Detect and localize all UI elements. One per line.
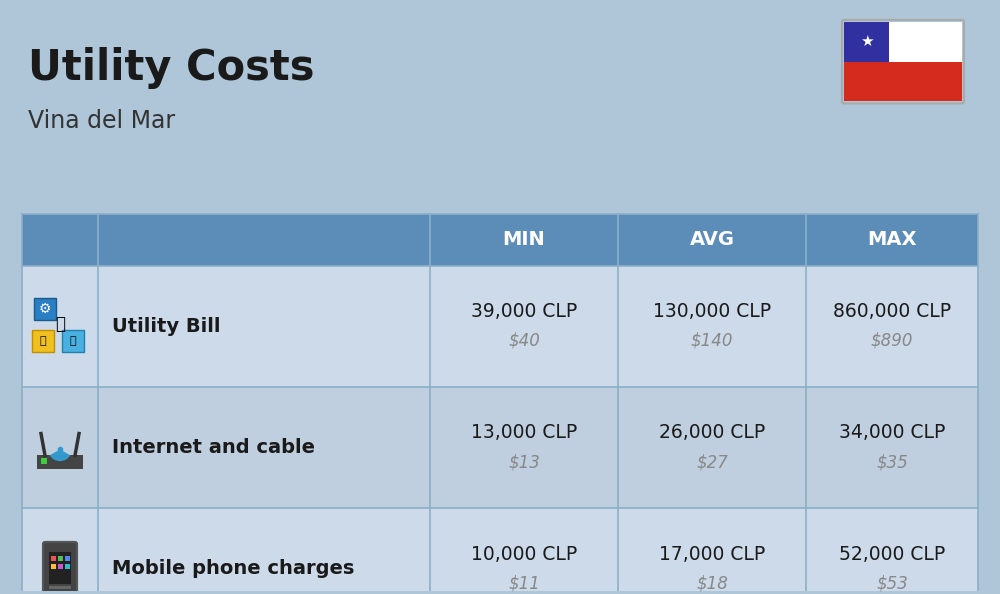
Bar [22, 508, 978, 594]
Text: ★: ★ [860, 34, 873, 49]
Text: $13: $13 [508, 453, 540, 471]
Text: $18: $18 [696, 574, 728, 592]
Text: $140: $140 [691, 331, 733, 350]
Text: ⚙: ⚙ [39, 302, 51, 316]
Bar [844, 22, 889, 62]
Bar [49, 552, 71, 584]
Text: 🧑: 🧑 [55, 315, 65, 333]
Text: Internet and cable: Internet and cable [112, 438, 315, 457]
Text: 39,000 CLP: 39,000 CLP [471, 302, 577, 321]
Text: 860,000 CLP: 860,000 CLP [833, 302, 951, 321]
Bar [34, 298, 56, 320]
Bar [51, 556, 56, 561]
FancyBboxPatch shape [43, 542, 77, 594]
Text: $890: $890 [871, 331, 913, 350]
Bar [37, 456, 83, 469]
Bar [65, 564, 70, 569]
Bar [844, 62, 962, 102]
Bar [32, 330, 54, 352]
Text: 10,000 CLP: 10,000 CLP [471, 545, 577, 564]
Text: $53: $53 [876, 574, 908, 592]
Bar [58, 556, 63, 561]
Text: $35: $35 [876, 453, 908, 471]
Text: MAX: MAX [867, 230, 917, 249]
Text: $11: $11 [508, 574, 540, 592]
Text: 34,000 CLP: 34,000 CLP [839, 424, 945, 443]
Text: Mobile phone charges: Mobile phone charges [112, 560, 354, 579]
Text: Utility Bill: Utility Bill [112, 317, 220, 336]
Text: Vina del Mar: Vina del Mar [28, 109, 175, 133]
Text: 17,000 CLP: 17,000 CLP [659, 545, 765, 564]
Bar [22, 266, 978, 387]
Text: Utility Costs: Utility Costs [28, 46, 314, 89]
Text: 🔌: 🔌 [40, 336, 46, 346]
Bar [62, 330, 84, 352]
Text: AVG: AVG [690, 230, 734, 249]
Bar [22, 387, 978, 508]
Bar [58, 564, 63, 569]
Bar [49, 586, 71, 589]
Bar [65, 556, 70, 561]
Bar [51, 564, 56, 569]
Text: 13,000 CLP: 13,000 CLP [471, 424, 577, 443]
Bar [41, 459, 47, 465]
Text: 52,000 CLP: 52,000 CLP [839, 545, 945, 564]
Text: 26,000 CLP: 26,000 CLP [659, 424, 765, 443]
Text: $27: $27 [696, 453, 728, 471]
Text: 💧: 💧 [70, 336, 76, 346]
Text: 130,000 CLP: 130,000 CLP [653, 302, 771, 321]
Bar [844, 22, 962, 62]
Text: $40: $40 [508, 331, 540, 350]
Bar [22, 214, 978, 266]
Text: MIN: MIN [503, 230, 545, 249]
